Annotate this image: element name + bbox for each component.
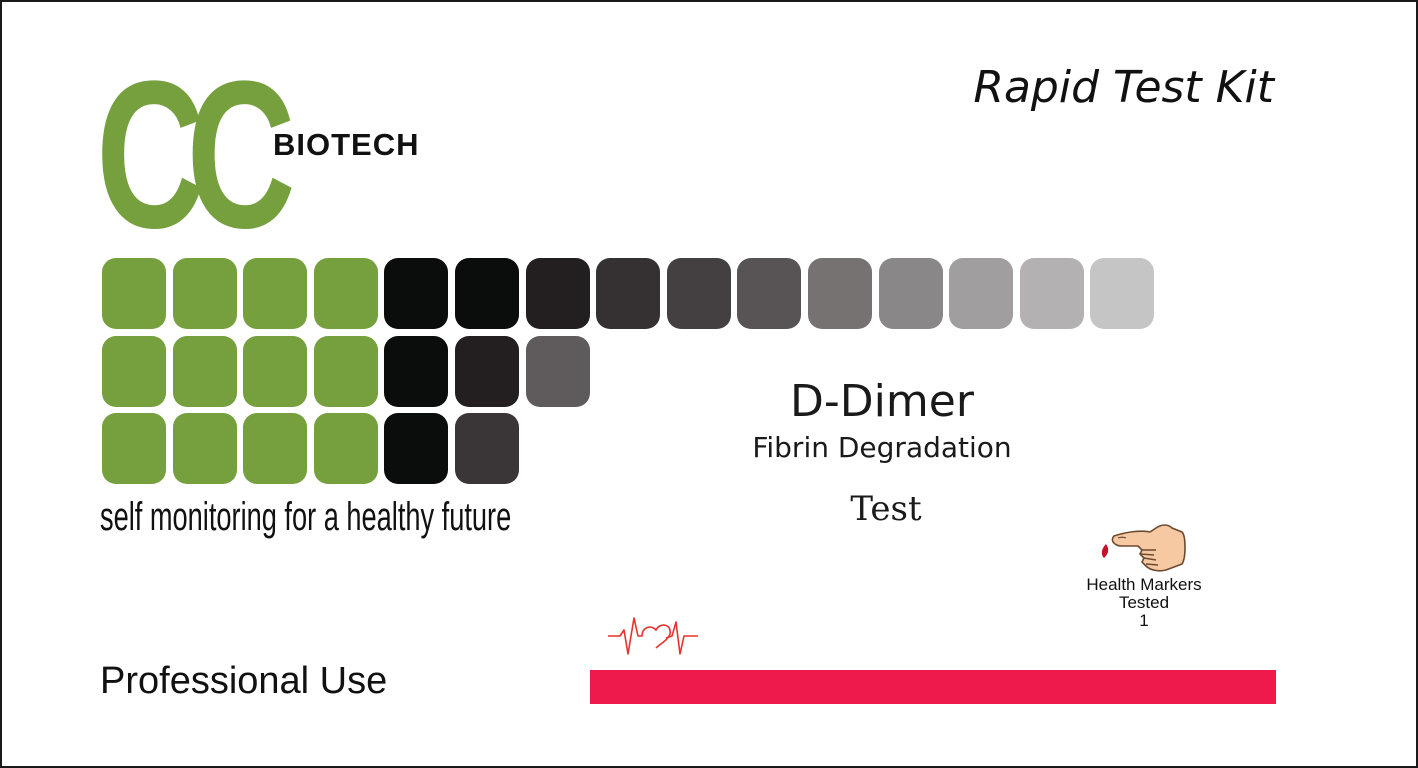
mosaic-tile: [102, 258, 166, 329]
mosaic-tile: [172, 258, 237, 329]
mosaic-tile: [949, 258, 1014, 329]
product-type: Test: [850, 489, 922, 529]
logo-biotech-text: BIOTECH: [263, 127, 424, 163]
mosaic-tile: [737, 258, 802, 329]
mosaic-tile: [1019, 258, 1084, 329]
finger-blood-drop-icon: [1101, 524, 1186, 572]
brand-tagline: self monitoring for a healthy future: [100, 495, 512, 539]
mosaic-tile: [384, 258, 449, 329]
mosaic-tile: [666, 258, 731, 329]
mosaic-tile: [525, 335, 590, 407]
mosaic-tile: [102, 335, 166, 407]
mosaic-tile: [172, 335, 237, 407]
mosaic-tile: [243, 335, 308, 407]
product-subtitle: Fibrin Degradation: [752, 431, 1012, 464]
mosaic-tile: [313, 413, 378, 484]
health-markers-count: 1: [1139, 610, 1149, 630]
health-markers-info: Health Markers Tested 1: [1044, 576, 1244, 630]
red-accent-bar: [590, 670, 1276, 704]
headline-rapid-test-kit: Rapid Test Kit: [973, 62, 1274, 113]
mosaic-tile: [384, 413, 449, 484]
mosaic-tile: [313, 258, 378, 329]
usage-label: Professional Use: [100, 660, 388, 702]
mosaic-tile: [878, 258, 943, 329]
mosaic-tile: [102, 413, 166, 484]
health-markers-line2: Tested: [1118, 592, 1170, 612]
mosaic-tile: [596, 258, 661, 329]
heartbeat-pulse-icon: [608, 617, 698, 655]
mosaic-tile: [1090, 258, 1155, 329]
product-name: D-Dimer: [790, 376, 974, 427]
mosaic-tile: [525, 258, 590, 329]
mosaic-tile: [455, 413, 519, 484]
mosaic-tile: [808, 258, 872, 329]
logo-cc-letters: CC: [96, 37, 296, 272]
mosaic-tile: [172, 413, 237, 484]
health-markers-line1: Health Markers: [1086, 575, 1202, 594]
mosaic-tile: [455, 258, 519, 329]
mosaic-tile: [243, 413, 308, 484]
mosaic-tile: [243, 258, 308, 329]
mosaic-tile: [384, 335, 449, 407]
mosaic-tile: [313, 335, 378, 407]
mosaic-tile: [455, 335, 519, 407]
